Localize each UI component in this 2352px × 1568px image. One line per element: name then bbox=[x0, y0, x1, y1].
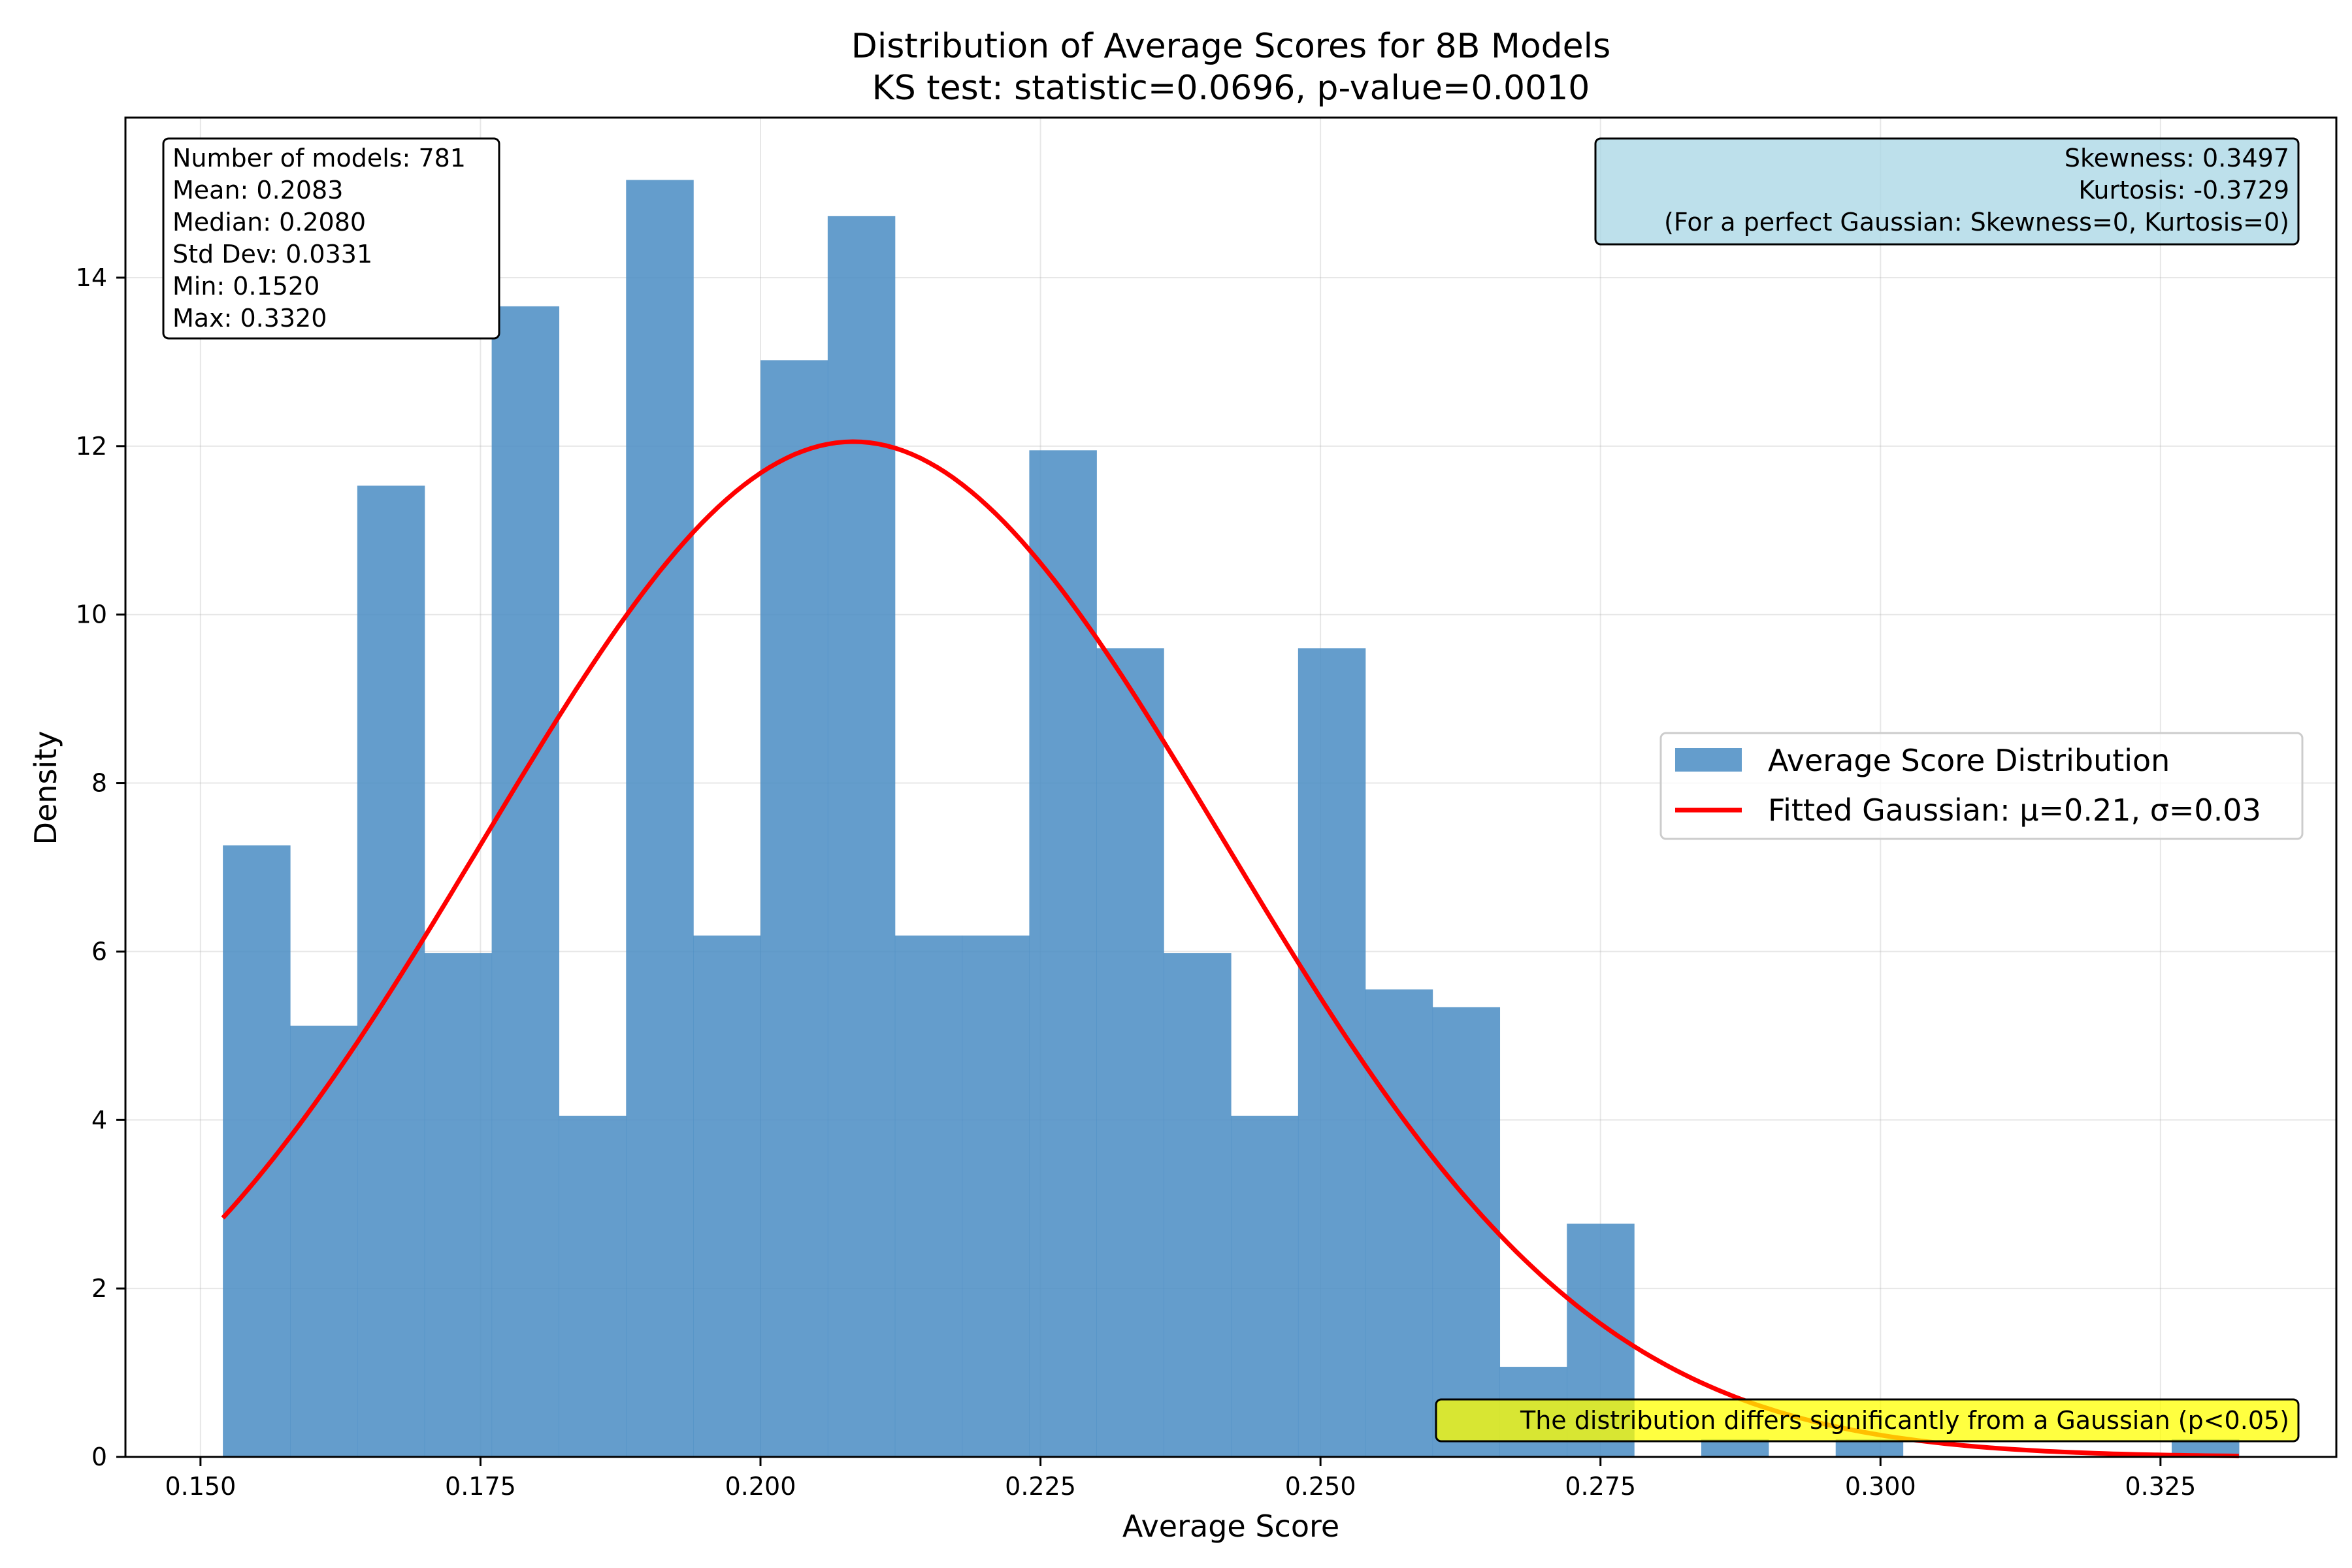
legend: Average Score Distribution Fitted Gaussi… bbox=[1659, 732, 2304, 840]
legend-frame bbox=[1659, 732, 2304, 840]
histogram-bar bbox=[290, 1025, 358, 1457]
histogram-bar bbox=[1096, 648, 1164, 1457]
shape-stats-box: Skewness: 0.3497 Kurtosis: -0.3729 (For … bbox=[1594, 137, 2300, 246]
histogram-bar bbox=[760, 360, 828, 1457]
chart-subtitle: KS test: statistic=0.0696, p-value=0.001… bbox=[872, 69, 1590, 108]
x-axis-ticks: 0.150 0.175 0.200 0.225 0.250 0.275 0.300 0.325 bbox=[165, 1457, 2196, 1501]
stats-line-max: Max: 0.3320 bbox=[172, 304, 327, 333]
x-tick-label: 0.225 bbox=[1005, 1472, 1076, 1501]
histogram-bar bbox=[1029, 450, 1097, 1457]
stats-line-median: Median: 0.2080 bbox=[172, 208, 366, 237]
y-tick-label: 2 bbox=[91, 1274, 107, 1303]
y-tick-label: 4 bbox=[91, 1105, 107, 1134]
stats-line-mean: Mean: 0.2083 bbox=[172, 176, 343, 204]
x-tick-label: 0.150 bbox=[165, 1472, 236, 1501]
x-tick-label: 0.300 bbox=[1845, 1472, 1916, 1501]
y-tick-label: 10 bbox=[76, 600, 107, 629]
plot-frame bbox=[124, 116, 2338, 1458]
histogram-bar bbox=[827, 216, 896, 1457]
histogram-bar bbox=[559, 1115, 627, 1457]
conclusion-box: The distribution differs significantly f… bbox=[1435, 1398, 2300, 1443]
summary-stats-box: Number of models: 781 Mean: 0.2083 Media… bbox=[162, 137, 500, 340]
x-tick-label: 0.175 bbox=[445, 1472, 516, 1501]
x-tick-label: 0.275 bbox=[1565, 1472, 1636, 1501]
chart-title: Distribution of Average Scores for 8B Mo… bbox=[851, 27, 1610, 66]
x-axis-label: Average Score bbox=[1122, 1509, 1339, 1544]
y-tick-label: 6 bbox=[91, 937, 107, 966]
histogram-bar bbox=[962, 935, 1030, 1457]
y-tick-label: 0 bbox=[91, 1443, 107, 1471]
conclusion-text: The distribution differs significantly f… bbox=[1520, 1406, 2289, 1435]
histogram-bar bbox=[357, 485, 425, 1457]
kurtosis-text: Kurtosis: -0.3729 bbox=[2078, 176, 2289, 204]
y-tick-label: 12 bbox=[76, 432, 107, 461]
stats-line-count: Number of models: 781 bbox=[172, 144, 466, 172]
y-axis-label: Density bbox=[28, 731, 63, 845]
x-tick-label: 0.200 bbox=[725, 1472, 796, 1501]
histogram-bar bbox=[491, 306, 560, 1457]
shape-stats-box-frame bbox=[1594, 137, 2300, 246]
histogram-bar bbox=[1365, 989, 1433, 1457]
stats-line-min: Min: 0.1520 bbox=[172, 272, 319, 301]
histogram-bar bbox=[1164, 953, 1232, 1457]
histogram-bar bbox=[894, 935, 963, 1457]
histogram-bar bbox=[626, 180, 694, 1457]
conclusion-box-frame bbox=[1435, 1398, 2300, 1443]
x-tick-label: 0.250 bbox=[1285, 1472, 1356, 1501]
y-axis-ticks: 0 2 4 6 8 10 12 14 bbox=[76, 263, 125, 1471]
legend-swatch-histogram bbox=[1675, 748, 1742, 772]
histogram-bar bbox=[424, 953, 493, 1457]
y-tick-label: 8 bbox=[91, 769, 107, 798]
gaussian-reference-text: (For a perfect Gaussian: Skewness=0, Kur… bbox=[1664, 208, 2289, 237]
skewness-text: Skewness: 0.3497 bbox=[2065, 144, 2289, 172]
histogram-bar bbox=[1432, 1007, 1501, 1457]
legend-label-gaussian: Fitted Gaussian: μ=0.21, σ=0.03 bbox=[1768, 792, 2261, 828]
histogram-bar bbox=[1231, 1115, 1299, 1457]
y-tick-label: 14 bbox=[76, 263, 107, 292]
x-tick-label: 0.325 bbox=[2125, 1472, 2196, 1501]
summary-stats-box-frame bbox=[162, 137, 500, 340]
stats-line-std: Std Dev: 0.0331 bbox=[172, 240, 372, 269]
legend-label-histogram: Average Score Distribution bbox=[1768, 743, 2170, 778]
histogram-bars bbox=[223, 180, 2240, 1457]
histogram-bar bbox=[693, 935, 761, 1457]
